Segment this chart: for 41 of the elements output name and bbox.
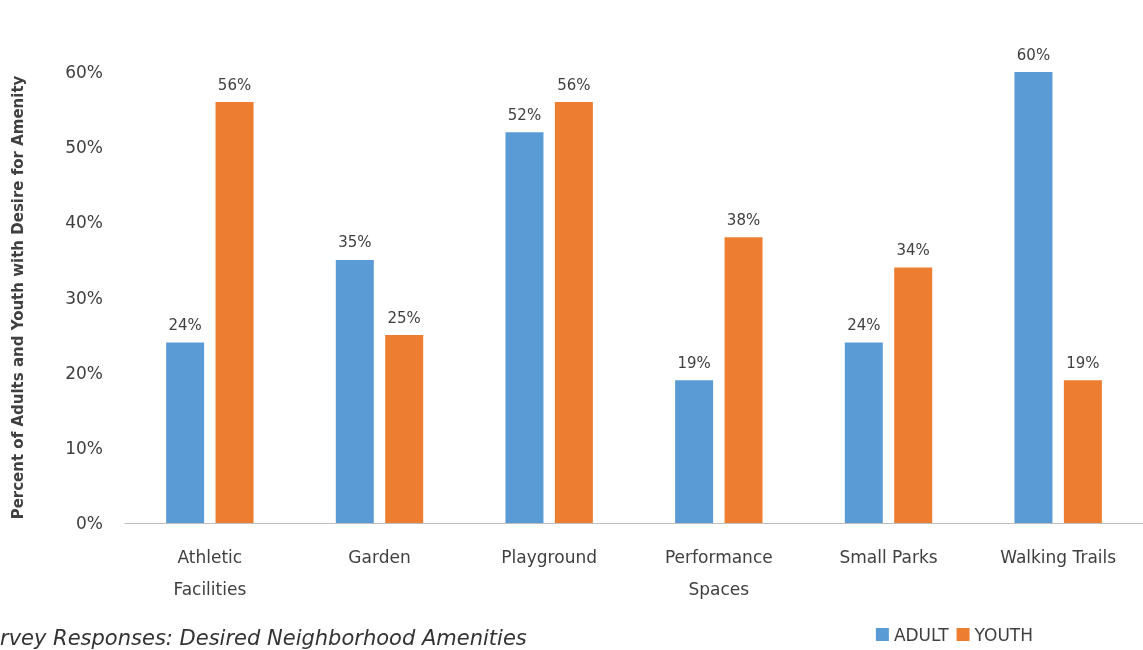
y-tick-label: 40%	[65, 212, 103, 233]
data-label: 60%	[1016, 45, 1051, 64]
bar	[844, 342, 883, 523]
data-label: 52%	[507, 105, 542, 124]
legend-label: ADULT	[893, 624, 950, 645]
x-tick-label: Performance Spaces	[664, 547, 773, 599]
x-tick-label: Athletic Facilities	[173, 547, 247, 599]
x-tick-label: Walking Trails	[1000, 547, 1117, 567]
legend-label: YOUTH	[973, 624, 1034, 645]
text: rvey Responses: Desired Neighborhood Amenities	[0, 625, 527, 650]
data-label: 34%	[896, 240, 930, 259]
bar	[554, 102, 593, 523]
data-label: 24%	[847, 316, 881, 335]
bar	[166, 342, 205, 523]
data-label: 19%	[1066, 353, 1100, 372]
bar	[505, 132, 544, 523]
y-tick-label: 30%	[65, 287, 103, 308]
bar	[385, 335, 424, 523]
data-label: 19%	[677, 353, 711, 372]
data-label: 56%	[217, 75, 252, 94]
y-tick-label: 10%	[65, 437, 103, 458]
data-label: 35%	[338, 233, 372, 252]
bar	[894, 267, 933, 523]
bar	[724, 237, 763, 523]
y-tick-label: 20%	[65, 362, 103, 383]
y-tick-label: 50%	[65, 137, 103, 158]
x-tick-label: Garden	[348, 547, 411, 567]
bar	[1063, 380, 1102, 523]
data-label: 38%	[726, 210, 761, 229]
data-label: 25%	[387, 308, 421, 327]
data-label: 56%	[557, 75, 591, 94]
bar	[335, 259, 374, 523]
y-tick-label: 60%	[65, 62, 103, 82]
x-tick-label: Small Parks	[839, 547, 938, 567]
bar	[215, 102, 254, 523]
data-label: 24%	[168, 316, 202, 335]
bar	[1014, 72, 1053, 523]
bar	[675, 380, 714, 523]
y-tick-label: 0%	[76, 513, 103, 533]
y-axis-title: Percent of Adults and Youth with Desire for Amenity	[8, 75, 27, 520]
x-tick-label: Playground	[501, 547, 597, 567]
